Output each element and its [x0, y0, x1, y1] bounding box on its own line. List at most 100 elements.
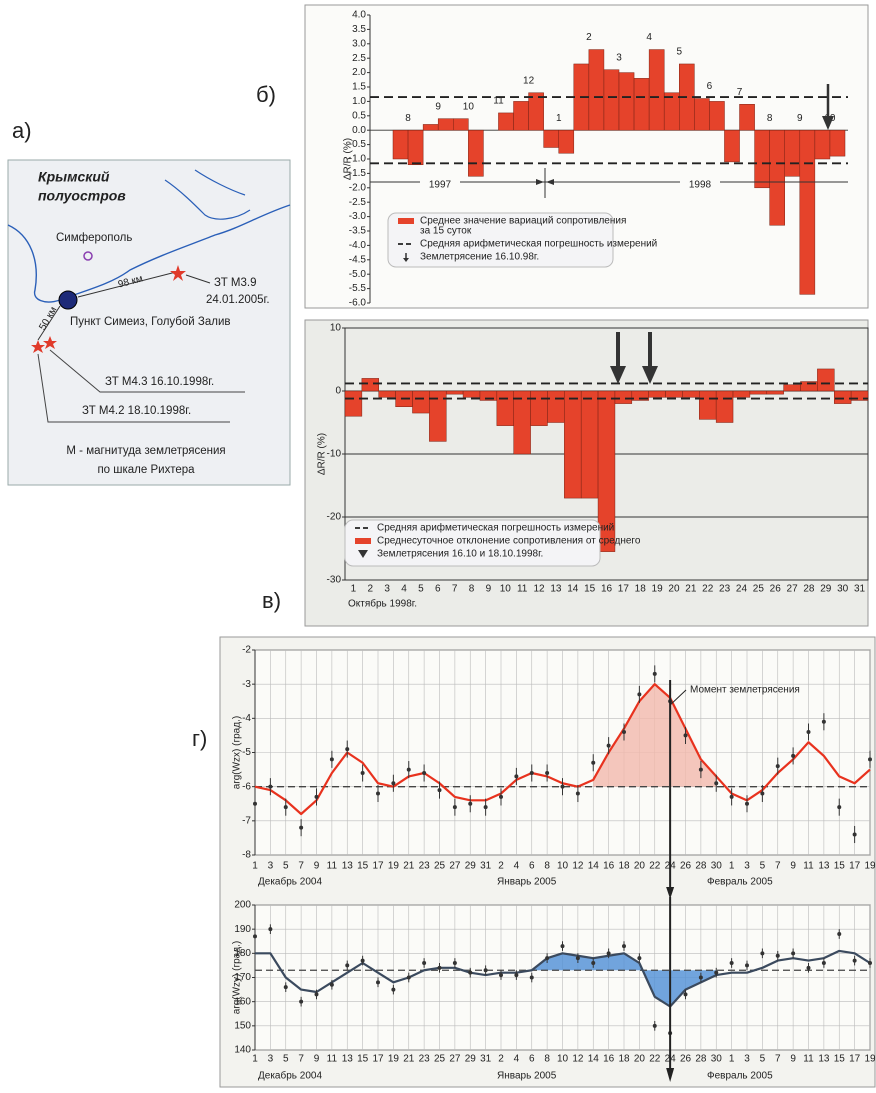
data-point: [652, 671, 657, 676]
x-tick-label: 10: [500, 584, 512, 595]
y-tick-label: -4.0: [349, 240, 367, 251]
month-label: Февраль 2005: [707, 877, 773, 888]
bar: [709, 101, 725, 131]
bar: [682, 390, 700, 398]
bar: [648, 390, 666, 398]
quake-label: ЗТ M4.3 16.10.1998г.: [105, 376, 214, 388]
data-point: [283, 985, 288, 990]
x-tick-label: 8: [544, 1054, 550, 1065]
x-tick-label: 13: [818, 1054, 830, 1065]
bar: [769, 129, 785, 226]
x-tick-label: 6: [529, 1054, 535, 1065]
bar: [528, 92, 544, 131]
event-arrow-head: [666, 887, 675, 899]
data-point: [760, 951, 765, 956]
quake-label: ЗТ M4.2 18.10.1998г.: [82, 405, 191, 417]
data-point: [545, 771, 550, 775]
category-label: 9: [797, 113, 803, 124]
y-tick-label: 170: [234, 972, 251, 983]
x-tick-label: 29: [465, 1054, 477, 1065]
leader-line: [49, 349, 245, 393]
data-point: [622, 730, 626, 734]
x-tick-label: 12: [572, 1054, 584, 1065]
panel-label: а): [12, 118, 32, 143]
x-tick-label: 2: [498, 861, 504, 872]
bar: [580, 390, 599, 499]
data-point: [329, 757, 334, 762]
bar: [663, 92, 680, 131]
x-tick-label: 28: [695, 861, 707, 872]
x-tick-label: 10: [557, 1054, 569, 1065]
bar: [739, 104, 755, 131]
bar: [462, 390, 481, 398]
category-label: 8: [767, 113, 773, 124]
period-arrow: [546, 179, 554, 185]
legend-label: Среднее значение вариаций сопротивления: [420, 216, 626, 227]
x-tick-label: 3: [744, 861, 750, 872]
bar: [694, 98, 710, 131]
bar: [588, 49, 605, 131]
y-tick-label: -8: [242, 850, 251, 861]
x-tick-label: 25: [434, 1054, 446, 1065]
epicenter: [43, 336, 57, 349]
data-point: [437, 788, 442, 793]
category-label: 3: [616, 52, 622, 63]
event-arrow-head: [610, 366, 626, 384]
category-label: 12: [523, 75, 535, 86]
x-tick-label: 4: [514, 861, 520, 872]
x-tick-label: 5: [760, 1054, 766, 1065]
x-tick-label: 5: [760, 861, 766, 872]
data-point: [868, 961, 872, 965]
y-tick-label: -5.0: [349, 269, 367, 280]
data-point: [422, 771, 427, 775]
x-tick-label: 19: [388, 861, 400, 872]
x-tick-label: 25: [434, 861, 446, 872]
bar: [468, 129, 484, 177]
legend-label: за 15 суток: [420, 226, 472, 237]
panel-label: б): [256, 82, 276, 107]
bar: [513, 390, 531, 455]
x-tick-label: 10: [557, 861, 569, 872]
bar: [437, 118, 454, 131]
y-tick-label: -30: [327, 575, 342, 586]
x-tick-label: 31: [854, 584, 866, 595]
data-point: [545, 956, 550, 961]
y-tick-label: -7: [242, 815, 251, 826]
x-tick-label: 17: [849, 861, 861, 872]
x-tick-label: 17: [849, 1054, 861, 1065]
x-tick-label: 14: [588, 861, 600, 872]
category-label: 8: [405, 113, 411, 124]
y-tick-label: -10: [327, 449, 342, 460]
x-tick-label: 12: [533, 584, 545, 595]
data-point: [483, 805, 488, 810]
y-axis-label: ΔR/R (%): [317, 433, 328, 475]
y-tick-label: 4.0: [352, 10, 366, 21]
bar: [603, 69, 620, 131]
epicenter: [31, 340, 45, 353]
x-tick-label: 2: [498, 1054, 504, 1065]
y-tick-label: -6.0: [349, 298, 367, 309]
period-arrow: [536, 179, 544, 185]
x-tick-label: 22: [702, 584, 714, 595]
bar: [564, 390, 582, 499]
x-tick-label: 11: [803, 861, 814, 872]
city-marker: [83, 251, 93, 261]
data-point: [314, 992, 319, 997]
x-tick-label: 1: [351, 584, 357, 595]
anomaly-fill: [593, 684, 717, 787]
x-tick-label: 17: [372, 861, 384, 872]
annotation-bg: [420, 178, 460, 192]
data-point: [299, 999, 304, 1004]
data-point: [283, 805, 288, 810]
station-label: Пункт Симеиз, Голубой Залив: [70, 316, 230, 328]
y-tick-label: 2.0: [352, 67, 366, 78]
x-tick-label: 2: [368, 584, 374, 595]
leader-line: [37, 353, 230, 423]
bar: [513, 101, 529, 131]
bar: [361, 378, 379, 392]
month-label: Декабрь 2004: [258, 1070, 322, 1082]
category-label: 7: [737, 87, 743, 98]
x-tick-label: 17: [618, 584, 630, 595]
data-point: [637, 956, 642, 961]
bar: [834, 390, 852, 404]
